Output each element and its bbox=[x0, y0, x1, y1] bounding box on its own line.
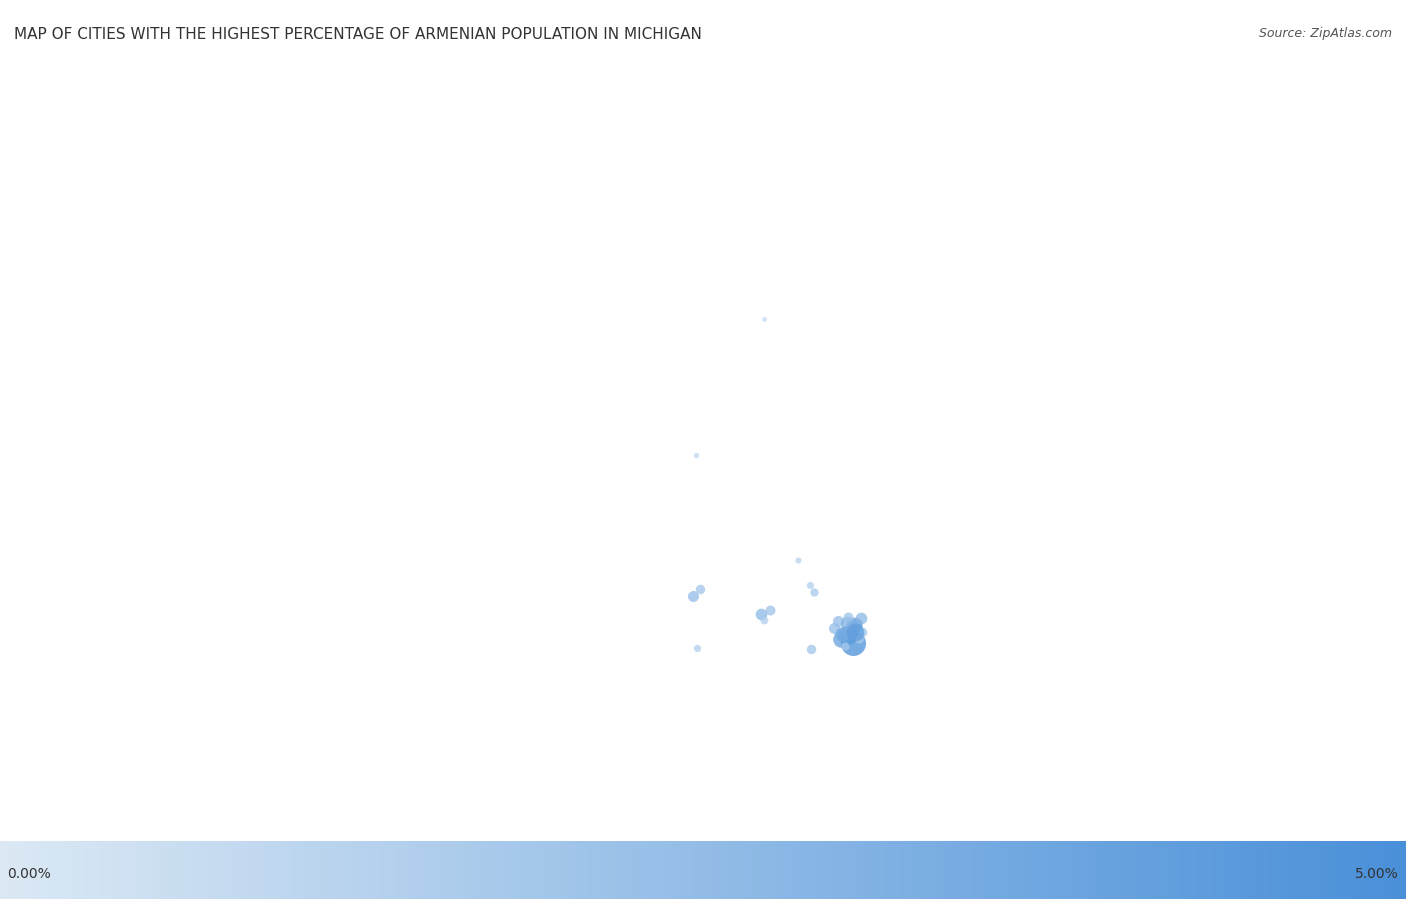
Text: Source: ZipAtlas.com: Source: ZipAtlas.com bbox=[1258, 27, 1392, 40]
Text: 5.00%: 5.00% bbox=[1355, 867, 1399, 881]
Text: MAP OF CITIES WITH THE HIGHEST PERCENTAGE OF ARMENIAN POPULATION IN MICHIGAN: MAP OF CITIES WITH THE HIGHEST PERCENTAG… bbox=[14, 27, 702, 42]
Text: 0.00%: 0.00% bbox=[7, 867, 51, 881]
